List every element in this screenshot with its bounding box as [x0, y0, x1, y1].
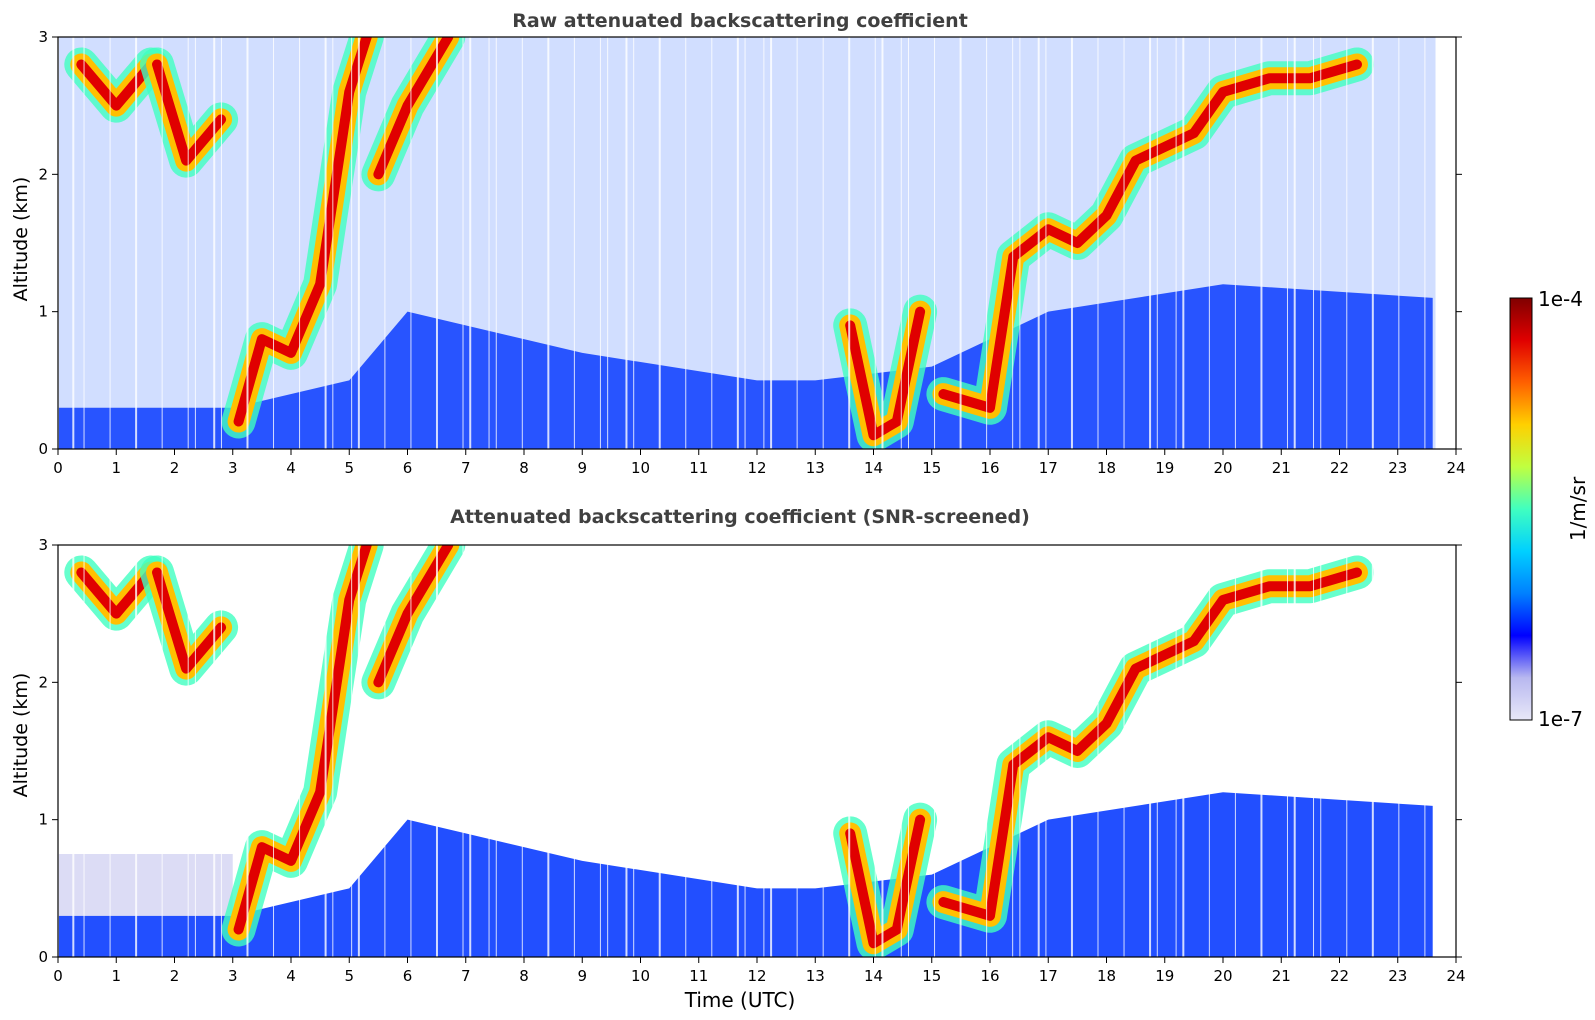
boundary-layer-aerosol	[58, 792, 1433, 957]
x-tick-label: 17	[1039, 459, 1058, 477]
cloud-layer-core	[233, 545, 372, 935]
x-tick-label: 9	[577, 459, 587, 477]
x-tick-label: 14	[864, 967, 883, 985]
y-tick-label: 1	[38, 811, 48, 829]
x-tick-label: 14	[864, 459, 883, 477]
y-tick-label: 3	[38, 28, 48, 46]
heatmap-body	[58, 37, 1436, 449]
y-tick-label: 0	[38, 948, 48, 966]
x-tick-label: 12	[747, 967, 766, 985]
x-tick-label: 5	[344, 459, 354, 477]
x-tick-label: 17	[1039, 967, 1058, 985]
x-tick-label: 7	[461, 967, 471, 985]
boundary-layer-aerosol	[58, 284, 1433, 449]
x-tick-label: 20	[1213, 967, 1232, 985]
x-tick-label: 8	[519, 967, 529, 985]
snr-screened-panel: Attenuated backscattering coefficient (S…	[10, 506, 1466, 1012]
x-tick-label: 1	[111, 967, 121, 985]
x-tick-label: 22	[1330, 967, 1349, 985]
x-tick-label: 10	[631, 459, 650, 477]
x-tick-label: 1	[111, 459, 121, 477]
x-tick-label: 0	[53, 967, 63, 985]
colorbar-min-label: 1e-7	[1538, 707, 1583, 731]
raw-panel-title: Raw attenuated backscattering coefficien…	[512, 10, 968, 32]
snr-heatmap-area: 0 1 2 3 4 5 6 7 8 9 10 11 12 13 14 15 16 17 18 19 20 21 22 23 24…	[38, 536, 1465, 985]
x-tick-label: 8	[519, 459, 529, 477]
cloud-layer-core	[373, 37, 454, 180]
x-tick-label: 19	[1155, 459, 1174, 477]
y-tick-label: 0	[38, 440, 48, 458]
cloud-layer-core	[76, 59, 157, 111]
x-tick-label: 16	[980, 967, 999, 985]
x-tick-label: 3	[228, 967, 238, 985]
x-tick-label: 18	[1097, 459, 1116, 477]
x-tick-label: 4	[286, 459, 296, 477]
x-tick-label: 18	[1097, 967, 1116, 985]
x-tick-label: 23	[1388, 967, 1407, 985]
x-tick-label: 7	[461, 459, 471, 477]
x-tick-label: 15	[922, 459, 941, 477]
colorbar-max-label: 1e-4	[1538, 287, 1583, 311]
time-axis-label: Time (UTC)	[684, 988, 796, 1012]
raw-backscatter-panel: Raw attenuated backscattering coefficien…	[10, 10, 1466, 477]
cloud-layer-core	[938, 567, 1362, 921]
cloud-layer-core	[152, 567, 227, 674]
x-tick-label: 19	[1155, 967, 1174, 985]
x-tick-label: 2	[170, 967, 180, 985]
y-tick-label: 2	[38, 165, 48, 183]
snr-y-axis-label: Altitude (km)	[10, 673, 32, 798]
colorbar-gradient	[1509, 297, 1533, 721]
cloud-layer-core	[76, 567, 157, 619]
y-tick-label: 1	[38, 303, 48, 321]
x-tick-label: 11	[689, 459, 708, 477]
x-tick-label: 22	[1330, 459, 1349, 477]
raw-heatmap-area: 0 1 2 3 4 5 6 7 8 9 10 11 12 13 14 15 16 17 18 19 20 21 22 23 24…	[38, 28, 1465, 477]
x-tick-label: 5	[344, 967, 354, 985]
cloud-layer-core	[373, 545, 454, 688]
low-snr-region	[58, 854, 233, 916]
x-tick-label: 12	[747, 459, 766, 477]
x-tick-label: 10	[631, 967, 650, 985]
cloud-layer-core	[233, 37, 372, 427]
y-tick-label: 3	[38, 536, 48, 554]
snr-panel-title: Attenuated backscattering coefficient (S…	[450, 506, 1030, 528]
heatmap-body	[58, 545, 1433, 957]
cloud-layer-core	[938, 59, 1362, 413]
x-tick-label: 24	[1446, 459, 1465, 477]
x-tick-label: 6	[403, 967, 413, 985]
x-tick-label: 23	[1388, 459, 1407, 477]
x-tick-label: 15	[922, 967, 941, 985]
x-tick-label: 24	[1446, 967, 1465, 985]
y-tick-label: 2	[38, 673, 48, 691]
x-tick-label: 21	[1272, 459, 1291, 477]
x-tick-label: 6	[403, 459, 413, 477]
x-tick-label: 21	[1272, 967, 1291, 985]
raw-y-axis-label: Altitude (km)	[10, 177, 32, 302]
x-tick-label: 13	[806, 967, 825, 985]
colorbar-unit-label: 1/m/sr	[1566, 476, 1590, 541]
x-tick-label: 3	[228, 459, 238, 477]
x-tick-label: 20	[1213, 459, 1232, 477]
cloud-layer-core	[152, 59, 227, 166]
colorbar: 1e-4 1e-7 1/m/sr	[1509, 287, 1590, 731]
x-tick-label: 2	[170, 459, 180, 477]
x-tick-label: 4	[286, 967, 296, 985]
x-tick-label: 0	[53, 459, 63, 477]
x-tick-label: 9	[577, 967, 587, 985]
x-tick-label: 16	[980, 459, 999, 477]
x-tick-label: 13	[806, 459, 825, 477]
x-tick-label: 11	[689, 967, 708, 985]
